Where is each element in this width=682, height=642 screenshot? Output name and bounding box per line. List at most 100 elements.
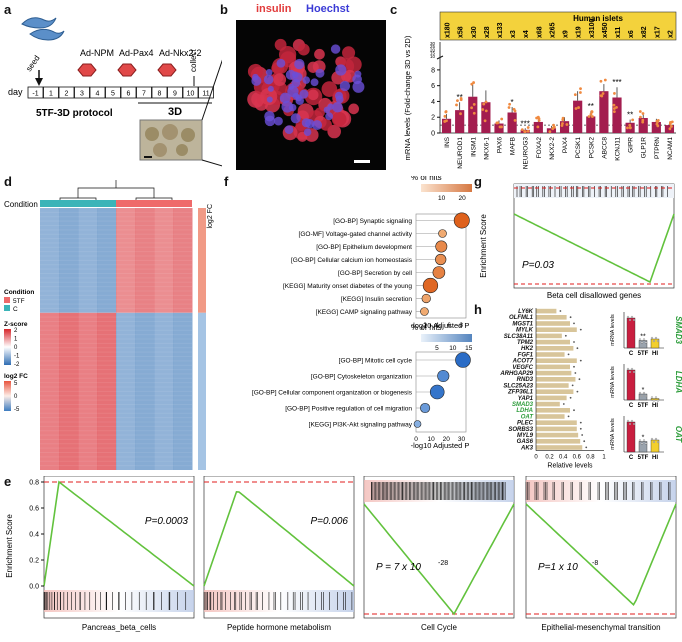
dendrogram bbox=[59, 180, 173, 206]
mini-y-label: mRNA levels bbox=[610, 366, 616, 398]
data-point bbox=[641, 118, 645, 122]
relative-bar bbox=[536, 383, 569, 388]
significance-star: * bbox=[642, 435, 645, 442]
data-point bbox=[569, 396, 572, 399]
pvalue: P=0.006 bbox=[310, 516, 348, 527]
relative-levels-chart: LY6KOLFML1MGST1MYLKSLC38A11TPM2HK2FGF1AC… bbox=[499, 308, 682, 470]
data-point bbox=[573, 409, 575, 412]
data-point bbox=[641, 120, 645, 124]
gene-label: RND3 bbox=[517, 377, 534, 383]
term-label: [GO-BP] Synaptic signaling bbox=[333, 218, 412, 225]
term-dot bbox=[422, 277, 439, 294]
heatmap-block bbox=[154, 312, 174, 470]
gene-label: GAS6 bbox=[517, 439, 534, 445]
data-point bbox=[513, 118, 517, 122]
enrichment-curve bbox=[525, 503, 677, 606]
day-number: 10 bbox=[187, 91, 195, 98]
data-point bbox=[523, 130, 527, 133]
x-tick: 30 bbox=[458, 436, 466, 443]
day-cell bbox=[58, 86, 75, 99]
data-point bbox=[576, 347, 579, 350]
enrichment-curve bbox=[513, 213, 675, 284]
day-number: -1 bbox=[32, 91, 38, 98]
relative-bar bbox=[536, 352, 565, 357]
term-label: [GO-BP] Cytoskeleton organization bbox=[311, 374, 413, 381]
data-point bbox=[650, 336, 654, 340]
legend-swatch-c bbox=[4, 305, 10, 311]
bar bbox=[441, 118, 452, 133]
group-label: HI bbox=[652, 403, 658, 409]
significance-star: ** bbox=[588, 102, 594, 111]
day-label: day bbox=[8, 87, 23, 97]
heatmap-block bbox=[116, 312, 136, 470]
data-point bbox=[589, 112, 593, 116]
log2fc-header: log2 FC bbox=[207, 204, 214, 229]
data-point bbox=[565, 123, 569, 126]
nucleus bbox=[354, 70, 362, 78]
pvalue: P=1 x 10 bbox=[538, 562, 578, 573]
fc-tick: 0 bbox=[14, 394, 18, 400]
islets-header: Human islets bbox=[573, 14, 623, 23]
heatmap-block bbox=[78, 208, 98, 313]
data-point bbox=[644, 394, 648, 398]
relative-bar bbox=[536, 445, 583, 450]
day-cell bbox=[43, 86, 59, 99]
gene-label: MAFB bbox=[510, 137, 517, 155]
term-label: [KEGG] Maturity onset diabetes of the yo… bbox=[283, 283, 412, 290]
group-label: 5TF bbox=[638, 403, 649, 409]
significance-star: ** bbox=[457, 93, 463, 102]
protocol-diagram: seed collect Ad-NPM Ad-Pax4 Ad-Nkx2-2 da… bbox=[8, 17, 222, 167]
data-point bbox=[603, 78, 607, 82]
day-cell bbox=[74, 86, 90, 99]
bar bbox=[651, 121, 661, 133]
heatmap-block bbox=[135, 208, 155, 313]
pvalue: P = 7 x 10 bbox=[376, 562, 421, 573]
bar bbox=[559, 121, 570, 133]
heatmap-block bbox=[59, 208, 79, 313]
gene-set-title: Peptide hormone metabolism bbox=[227, 623, 331, 632]
gene-label: NEUROD1 bbox=[457, 137, 464, 169]
x-tick: 20 bbox=[443, 436, 451, 443]
legend-swatch-5tf bbox=[4, 297, 10, 303]
data-point bbox=[628, 370, 632, 374]
y-tick-label: 0.2 bbox=[29, 558, 39, 565]
term-label: [GO-BP] Cellular component organization … bbox=[252, 390, 413, 397]
day-number: 3 bbox=[80, 91, 84, 98]
relative-bar bbox=[536, 339, 570, 345]
mini-bar bbox=[626, 421, 636, 453]
ad-nkx22-label: Ad-Nkx2-2 bbox=[159, 48, 202, 58]
day-number: 6 bbox=[127, 91, 131, 98]
y-tick-label-high: 10 bbox=[430, 54, 436, 59]
nucleus bbox=[265, 68, 273, 76]
term-dot bbox=[420, 402, 431, 414]
data-point bbox=[642, 338, 646, 341]
gsea-frame bbox=[43, 476, 195, 619]
fold-label: x265 bbox=[549, 22, 556, 38]
bar bbox=[612, 97, 622, 133]
protocol-label: 5TF-3D protocol bbox=[36, 108, 113, 119]
data-point bbox=[578, 378, 581, 381]
legend-c: C bbox=[13, 306, 18, 313]
insulin-cell bbox=[321, 81, 338, 97]
gene-label: LDHA bbox=[516, 408, 533, 414]
y-tick-label: 8 bbox=[431, 67, 435, 74]
x-tick: 0 bbox=[414, 436, 418, 443]
panel-label-b: b bbox=[220, 2, 228, 17]
nucleus bbox=[295, 96, 304, 105]
data-point bbox=[668, 127, 672, 131]
data-point bbox=[576, 390, 579, 393]
data-point bbox=[483, 119, 487, 123]
heatmap-block bbox=[173, 312, 193, 470]
gene-label: ARHGAP29 bbox=[499, 371, 533, 377]
y-tick-label: 0 bbox=[431, 131, 435, 138]
insulin-cell bbox=[320, 118, 332, 131]
pct-tick: 10 bbox=[449, 345, 457, 352]
panel-label-g: g bbox=[474, 174, 482, 189]
pct-tick: 10 bbox=[438, 195, 446, 202]
data-point bbox=[508, 102, 511, 106]
insulin-cell bbox=[247, 63, 263, 80]
data-point bbox=[652, 339, 656, 343]
data-point bbox=[444, 110, 448, 113]
